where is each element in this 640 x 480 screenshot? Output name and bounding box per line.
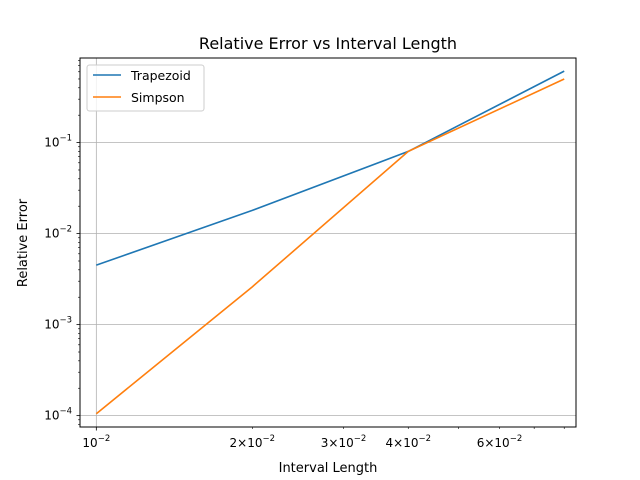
x-axis-label: Interval Length — [279, 461, 378, 476]
y-tick-label: 10−3 — [44, 316, 72, 332]
y-axis-label: Relative Error — [16, 198, 31, 287]
y-tick-label: 10−4 — [44, 407, 72, 423]
x-tick-label: 4×10−2 — [386, 434, 432, 450]
x-tick-label: 2×10−2 — [230, 434, 276, 450]
legend-box — [86, 64, 205, 112]
legend-label-trapezoid: Trapezoid — [130, 68, 191, 83]
y-tick-label: 10−1 — [44, 134, 72, 150]
y-tick-label: 10−2 — [44, 225, 72, 241]
legend: Trapezoid Simpson — [86, 64, 205, 112]
x-tick-label: 6×10−2 — [477, 434, 522, 450]
chart-title: Relative Error vs Interval Length — [199, 34, 457, 53]
plot-frame — [79, 57, 577, 428]
series-line-simpson — [95, 78, 565, 415]
axis-ticks: 10−2 2×10−2 3×10−2 4×10−2 6×10−2 10−4 10−3 10−2… — [44, 60, 565, 450]
series-lines — [95, 70, 565, 415]
x-tick-label: 10−2 — [82, 434, 110, 450]
x-tick-label: 3×10−2 — [321, 434, 367, 450]
legend-label-simpson: Simpson — [131, 90, 185, 105]
grid-lines — [80, 58, 576, 427]
series-line-trapezoid — [96, 70, 565, 266]
